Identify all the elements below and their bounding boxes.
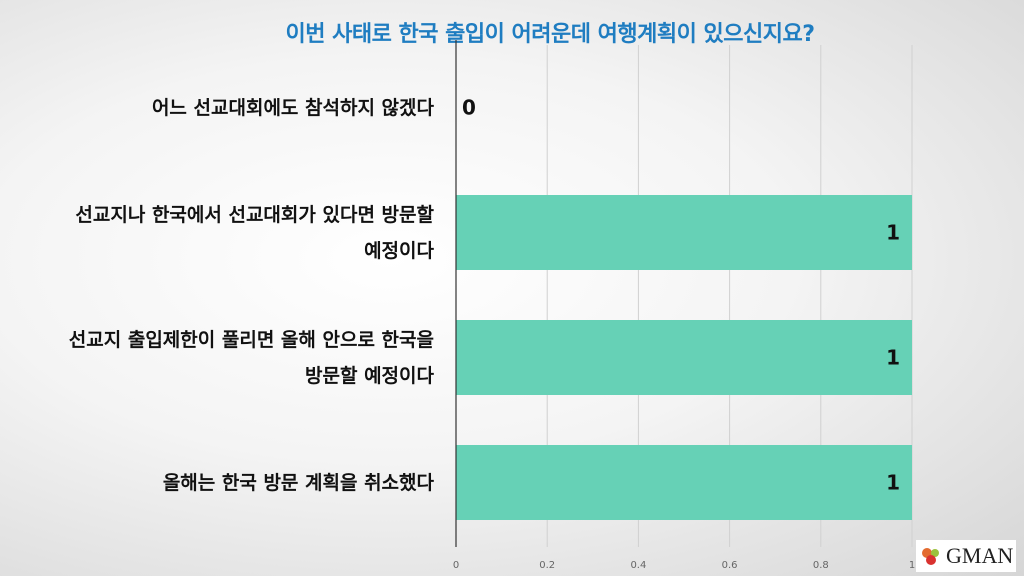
category-label: 선교지 출입제한이 풀리면 올해 안으로 한국을 방문할 예정이다: [68, 328, 434, 387]
data-label: 0: [462, 96, 476, 120]
x-tick-label: 0: [453, 560, 459, 571]
data-label: 1: [886, 346, 900, 370]
bar: [456, 195, 912, 270]
bar: [456, 320, 912, 395]
x-tick-label: 0.2: [539, 560, 555, 571]
category-label: 올해는 한국 방문 계획을 취소했다: [162, 471, 434, 494]
data-label: 1: [886, 471, 900, 495]
gman-logo-icon: [922, 548, 939, 565]
category-label: 어느 선교대회에도 참석하지 않겠다: [151, 96, 434, 119]
category-label: 선교지나 한국에서 선교대회가 있다면 방문할 예정이다: [75, 203, 434, 262]
x-tick-label: 0.4: [630, 560, 646, 571]
x-tick-label: 0.6: [722, 560, 738, 571]
gman-logo: GMAN: [916, 540, 1016, 572]
chart-title: 이번 사태로 한국 출입이 어려운데 여행계획이 있으신지요?: [285, 22, 815, 47]
bar: [456, 445, 912, 520]
x-tick-label: 1: [909, 560, 915, 571]
x-tick-label: 0.8: [813, 560, 829, 571]
data-label: 1: [886, 221, 900, 245]
gman-logo-text: GMAN: [946, 543, 1014, 568]
